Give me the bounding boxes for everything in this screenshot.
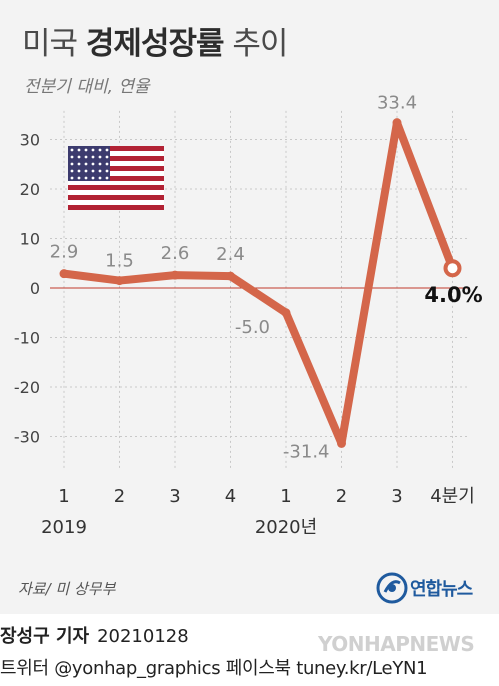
reporter-name: 장성구 기자: [0, 626, 90, 647]
x-tick-label: 4: [225, 486, 236, 507]
byline: 장성구 기자 20210128: [0, 622, 189, 648]
x-tick-label: 3: [391, 486, 402, 507]
data-label: 1.5: [105, 251, 134, 272]
y-tick-label: 20: [20, 180, 40, 199]
flag-star: [91, 162, 95, 166]
y-tick-label: -20: [14, 378, 40, 397]
data-point: [59, 269, 69, 279]
flag-star: [98, 155, 102, 159]
grid-lines: [50, 110, 470, 470]
y-axis-ticks: 30 20 10 0 -10 -20 -30: [14, 131, 40, 447]
flag-star: [70, 155, 74, 159]
data-label: 2.4: [216, 244, 245, 265]
flag-star: [84, 155, 88, 159]
y-tick-label: -10: [14, 329, 40, 348]
data-labels: 2.9 1.5 2.6 2.4 -5.0 -31.4 33.4 4.0%: [50, 93, 483, 463]
flag-star: [91, 148, 95, 152]
flag-star: [84, 162, 88, 166]
y-tick-label: 30: [20, 131, 40, 150]
flag-star: [105, 169, 109, 173]
y-tick-label: 10: [20, 230, 40, 249]
series-line: [60, 118, 457, 448]
data-label: -5.0: [235, 317, 270, 338]
x-tick-label: 3: [169, 486, 180, 507]
flag-star: [98, 148, 102, 152]
data-label: 2.6: [161, 243, 190, 264]
year-label: 2020년: [255, 517, 317, 538]
flag-star: [70, 176, 74, 180]
last-value-label: 4.0%: [424, 283, 482, 307]
flag-star: [84, 176, 88, 180]
data-label: 33.4: [377, 93, 417, 114]
data-label: 2.9: [50, 242, 79, 263]
flag-star: [84, 148, 88, 152]
flag-star: [98, 176, 102, 180]
x-tick-label: 2: [336, 486, 347, 507]
x-tick-label: 2: [114, 486, 125, 507]
flag-star: [77, 162, 81, 166]
title-prefix: 미국: [22, 26, 78, 62]
data-point: [337, 438, 346, 448]
flag-star: [91, 176, 95, 180]
y-tick-label: -30: [14, 428, 40, 447]
flag-star: [70, 148, 74, 152]
flag-star: [105, 148, 109, 152]
yonhap-logo-icon: [376, 572, 408, 604]
us-flag-icon: [68, 146, 164, 210]
y-tick-label: 0: [30, 279, 40, 298]
year-label: 2019: [41, 517, 87, 538]
line-chart: 30 20 10 0 -10 -20 -30 1 2 3 4 1 2 3 4분기 2019 2020년 2.9…: [14, 93, 483, 538]
data-point: [392, 118, 402, 128]
flag-star: [105, 162, 109, 166]
data-point: [443, 259, 462, 278]
x-axis-labels: 1 2 3 4 1 2 3 4분기 2019 2020년: [41, 486, 475, 538]
flag-star: [84, 169, 88, 173]
data-point: [115, 276, 124, 286]
chart-title: 미국 경제성장률 추이: [22, 18, 288, 63]
flag-star: [98, 169, 102, 173]
chart-subtitle: 전분기 대비, 연율: [24, 77, 150, 97]
publish-date: 20210128: [97, 626, 189, 647]
flag-star: [105, 155, 109, 159]
x-tick-label: 1: [280, 486, 291, 507]
flag-star: [77, 169, 81, 173]
flag-star: [98, 162, 102, 166]
social-credits: 트위터 @yonhap_graphics 페이스북 tuney.kr/LeYN1: [0, 658, 428, 679]
series-growth-rate: [59, 118, 462, 448]
flag-star: [105, 176, 109, 180]
flag-star: [70, 169, 74, 173]
data-point: [281, 308, 291, 318]
title-suffix: 추이: [232, 26, 288, 62]
flag-star: [91, 169, 95, 173]
flag-star: [77, 148, 81, 152]
flag-star: [70, 162, 74, 166]
chart-card: 미국 경제성장률 추이 전분기 대비, 연율 30 20 10 0 -10 -20 -30 …: [0, 0, 499, 614]
logo-text: 연합뉴스: [410, 579, 473, 600]
source-note: 자료/ 미 상무부: [18, 580, 116, 598]
data-point: [226, 271, 235, 281]
watermark: YONHAPNEWS: [318, 632, 475, 656]
title-bold: 경제성장률: [85, 26, 225, 62]
flag-star: [77, 176, 81, 180]
x-tick-label: 4분기: [430, 486, 475, 507]
flag-star: [91, 155, 95, 159]
yonhap-logo: 연합뉴스: [376, 572, 496, 608]
data-label: -31.4: [283, 441, 330, 462]
x-tick-label: 1: [58, 486, 69, 507]
flag-star: [77, 155, 81, 159]
data-point: [170, 270, 180, 280]
